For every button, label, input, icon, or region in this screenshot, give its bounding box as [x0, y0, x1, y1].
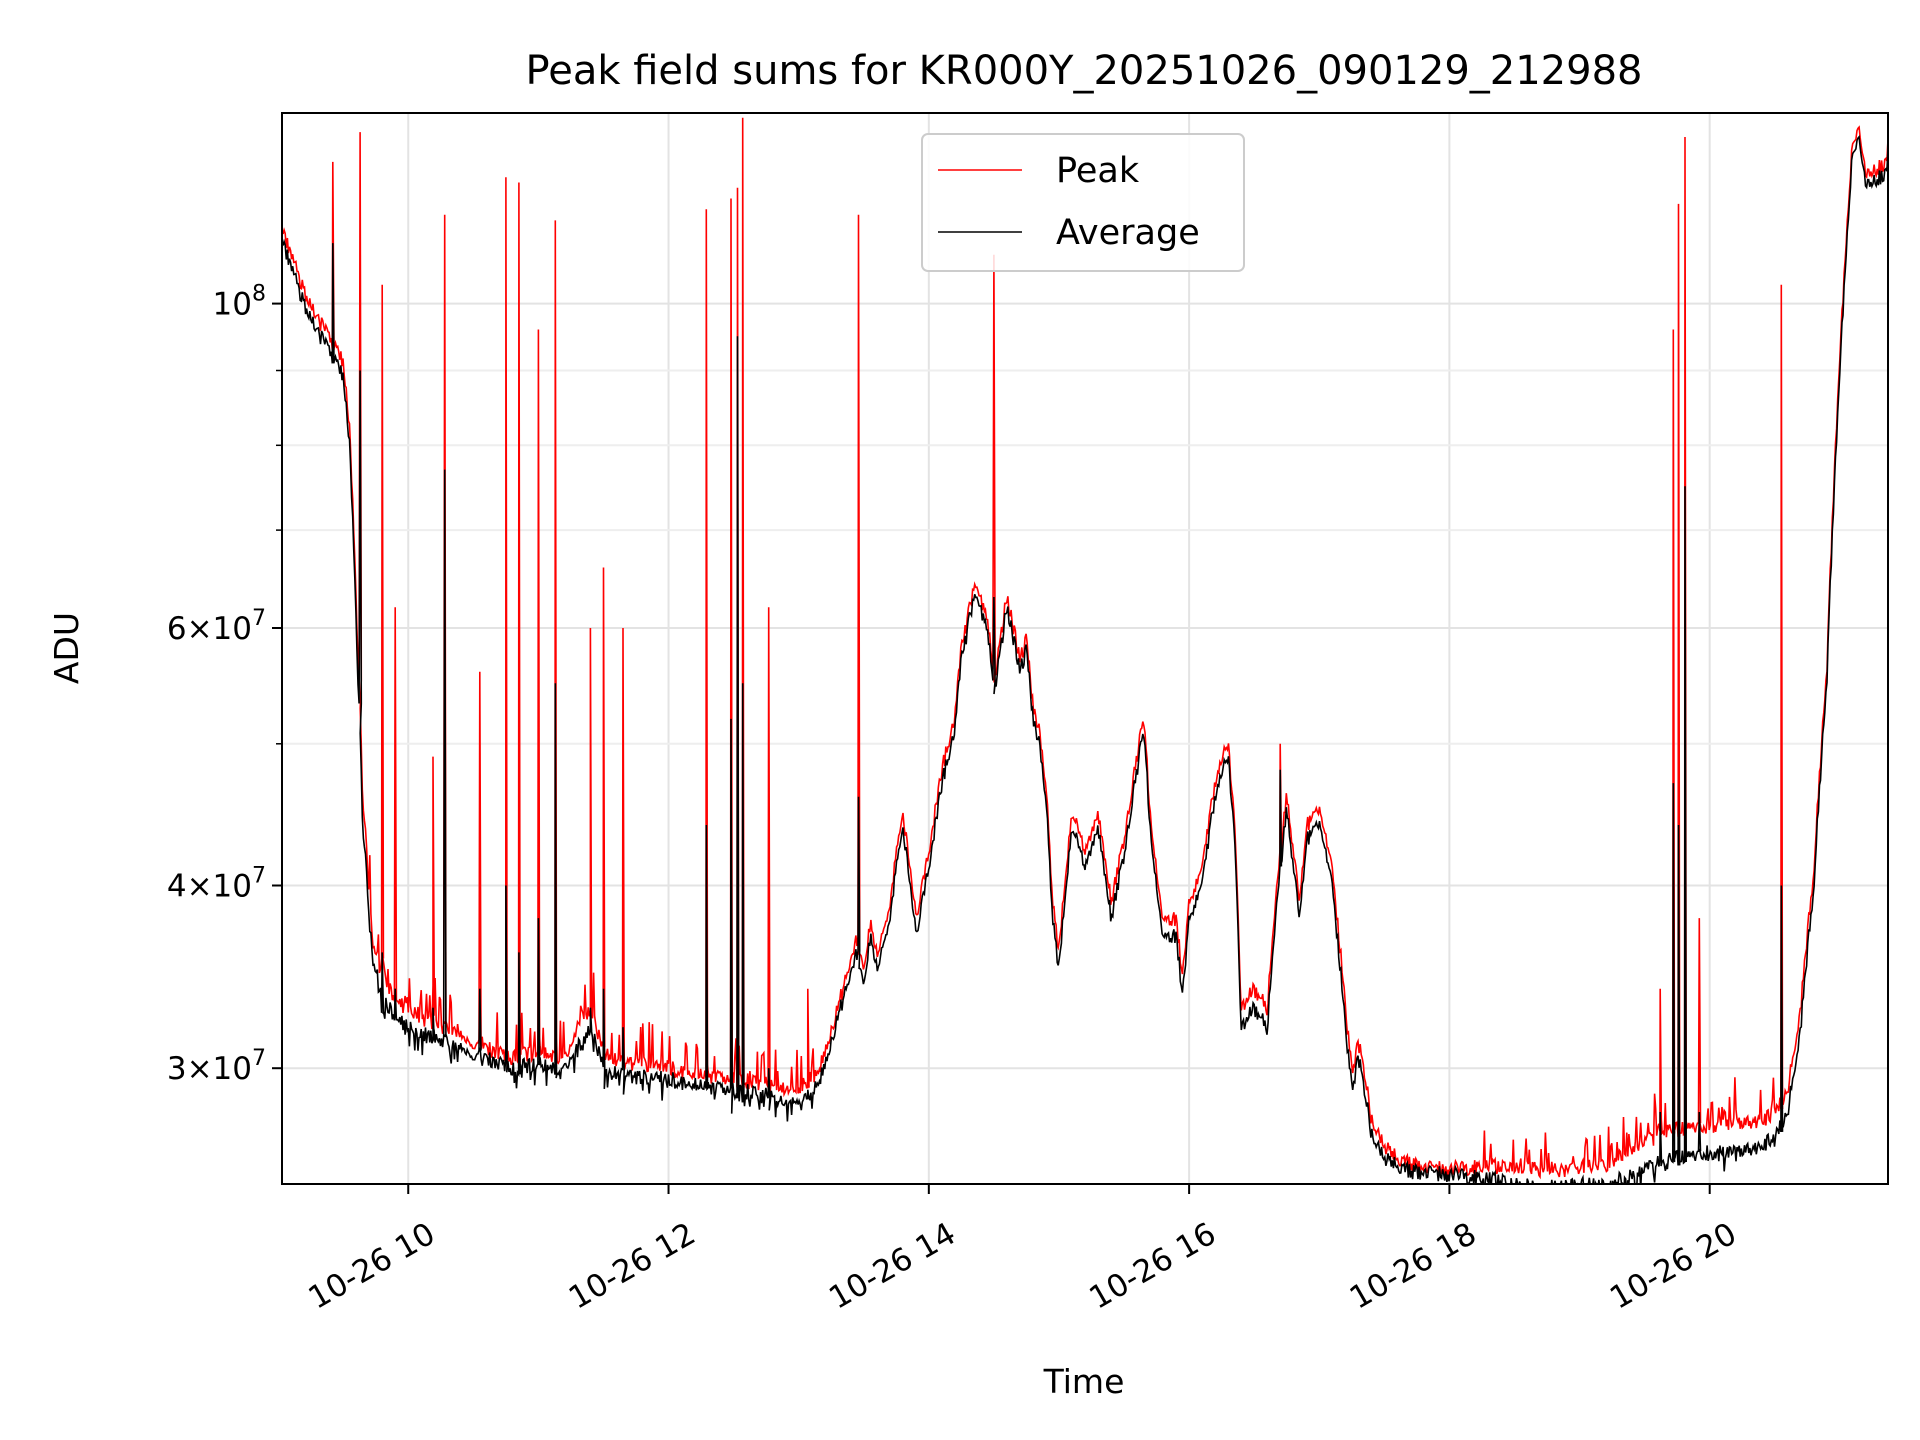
grid [282, 113, 1888, 1184]
y-tick-label-0: 3×107 [167, 1046, 266, 1087]
plot-area [282, 117, 1888, 1184]
legend-label-peak: Peak [1056, 151, 1140, 191]
x-axis-title: Time [1043, 1362, 1125, 1401]
y-tick-label-1: 4×107 [167, 864, 266, 905]
y-axis-title: ADU [47, 612, 86, 684]
plot-frame [281, 112, 1889, 1185]
legend-box [921, 133, 1245, 272]
legend: Peak Average [921, 133, 1245, 272]
legend-label-average: Average [1056, 213, 1200, 253]
series-line-average [282, 134, 1888, 1184]
y-tick-label-2: 6×107 [167, 606, 266, 647]
chart-title: Peak field sums for KR000Y_20251026_0901… [526, 48, 1643, 94]
